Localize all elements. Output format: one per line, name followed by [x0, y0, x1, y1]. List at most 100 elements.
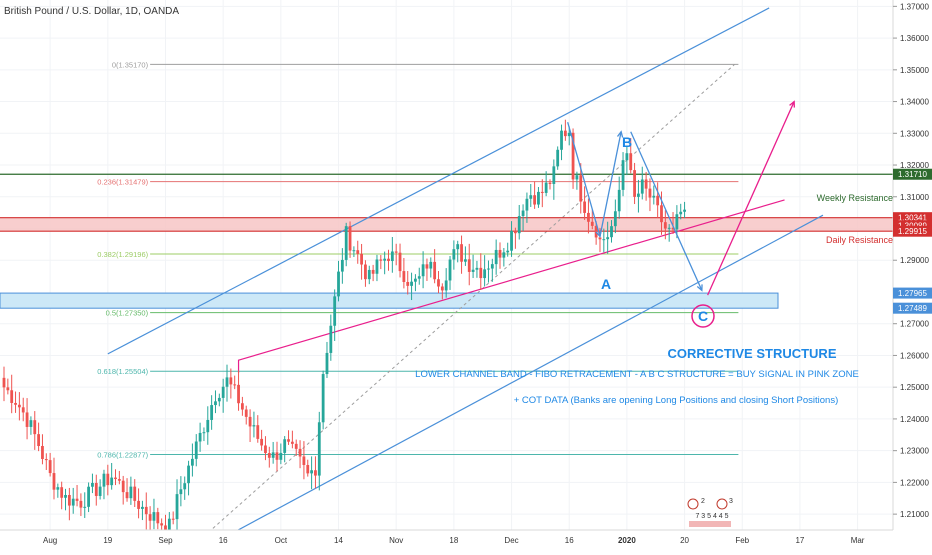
fib-level-label: 0.786(1.22877) [97, 451, 148, 460]
candle-body [548, 182, 552, 184]
badge-number-1: 2 [701, 498, 705, 505]
candle-body [156, 512, 160, 524]
candle-body [83, 506, 87, 508]
candle-body [41, 446, 44, 459]
candle-body [467, 259, 471, 272]
candle-body [494, 249, 498, 265]
candle-body [540, 191, 544, 193]
candle-body [606, 237, 610, 240]
candle-body [460, 244, 463, 262]
x-tick-label: Feb [735, 536, 749, 545]
price-axis-background [893, 0, 932, 530]
y-tick-label: 1.23000 [900, 447, 929, 456]
badge-digits: 7 3 5 4 4 5 [695, 513, 728, 520]
chart-title: British Pound / U.S. Dollar, 1D, OANDA [4, 6, 179, 17]
wave-down-arrow-2-head [696, 284, 703, 292]
candle-body [52, 473, 56, 490]
candle-body [252, 425, 256, 427]
x-tick-label: 2020 [618, 536, 636, 545]
candle-body [33, 420, 37, 435]
y-tick-label: 1.32000 [900, 161, 929, 170]
candle-body [590, 221, 594, 226]
y-tick-label: 1.34000 [900, 98, 929, 107]
candle-body [671, 227, 675, 230]
candle-body [110, 477, 114, 486]
candle-body [144, 506, 148, 515]
y-tick-label: 1.27000 [900, 320, 929, 329]
candle-body [75, 498, 79, 501]
candle-body [160, 523, 164, 526]
candle-body [383, 258, 387, 261]
candle-body [506, 250, 510, 253]
candle-body [102, 473, 106, 487]
price-label-text: 1.27965 [898, 289, 927, 298]
candle-body [544, 182, 548, 193]
weekly-resistance-label: Weekly Resistance [817, 193, 893, 203]
candle-body [183, 483, 187, 490]
price-label-tag [893, 302, 932, 314]
candle-body [187, 465, 190, 484]
x-tick-label: 17 [795, 536, 804, 545]
candle-body [317, 422, 321, 476]
abc-wave-arrows [567, 100, 795, 296]
candle-body [498, 249, 502, 258]
demand-zone [0, 292, 779, 309]
candle-body [248, 416, 252, 427]
candle-body [675, 214, 679, 230]
candle-body [67, 494, 71, 506]
candle-body [283, 439, 287, 453]
y-tick-label: 1.33000 [900, 129, 929, 138]
candle-body [683, 209, 686, 212]
candle-body [344, 226, 348, 260]
candle-body [48, 460, 52, 474]
x-tick-label: Aug [43, 536, 57, 545]
candle-body [310, 470, 313, 474]
candle-body [479, 267, 483, 279]
x-tick-label: 16 [565, 536, 574, 545]
candle-body [125, 492, 129, 499]
x-tick-label: 14 [334, 536, 343, 545]
wave-c-circle [691, 304, 715, 328]
candle-body [114, 477, 117, 480]
candle-body [194, 441, 198, 459]
x-tick-label: 16 [219, 536, 228, 545]
price-label-tag [893, 212, 932, 224]
candle-body [152, 512, 156, 521]
candle-body [563, 130, 567, 137]
candle-body [202, 432, 206, 434]
candle-body [214, 401, 217, 406]
candle-body [106, 473, 110, 486]
wave-down-arrow-1 [567, 122, 601, 237]
candle-body [21, 407, 25, 413]
x-tick-label: Nov [389, 536, 403, 545]
price-label-text: 1.29915 [898, 227, 927, 236]
candle-body [260, 438, 264, 446]
fib-level-label: 0(1.35170) [112, 60, 149, 69]
y-tick-label: 1.25000 [900, 383, 929, 392]
candle-body [375, 259, 379, 274]
candle-body [271, 452, 275, 458]
candle-body [275, 452, 279, 460]
price-label-tag [893, 168, 932, 180]
heading-corrective-structure: CORRECTIVE STRUCTURE [667, 346, 836, 361]
candle-body [225, 377, 229, 387]
candle-body [98, 486, 102, 496]
price-label-tag [893, 287, 932, 299]
candle-body [421, 264, 425, 277]
fib-level-label: 0.236(1.31479) [97, 178, 148, 187]
candle-body [314, 470, 317, 476]
candle-body [94, 482, 98, 496]
candle-body [329, 325, 333, 353]
candle-body [91, 482, 94, 487]
candle-body [410, 281, 413, 286]
candle-body [594, 225, 598, 238]
candle-body [440, 286, 444, 291]
candle-body [294, 443, 298, 449]
candle-body [587, 212, 590, 222]
fib-trend-line [203, 64, 735, 537]
candle-body [198, 432, 202, 442]
candle-body [429, 261, 433, 269]
time-axis[interactable]: Aug 19 Sep 16 Oct 14 Nov 18 Dec 16 2020 20 Feb 17 Mar [43, 536, 865, 545]
